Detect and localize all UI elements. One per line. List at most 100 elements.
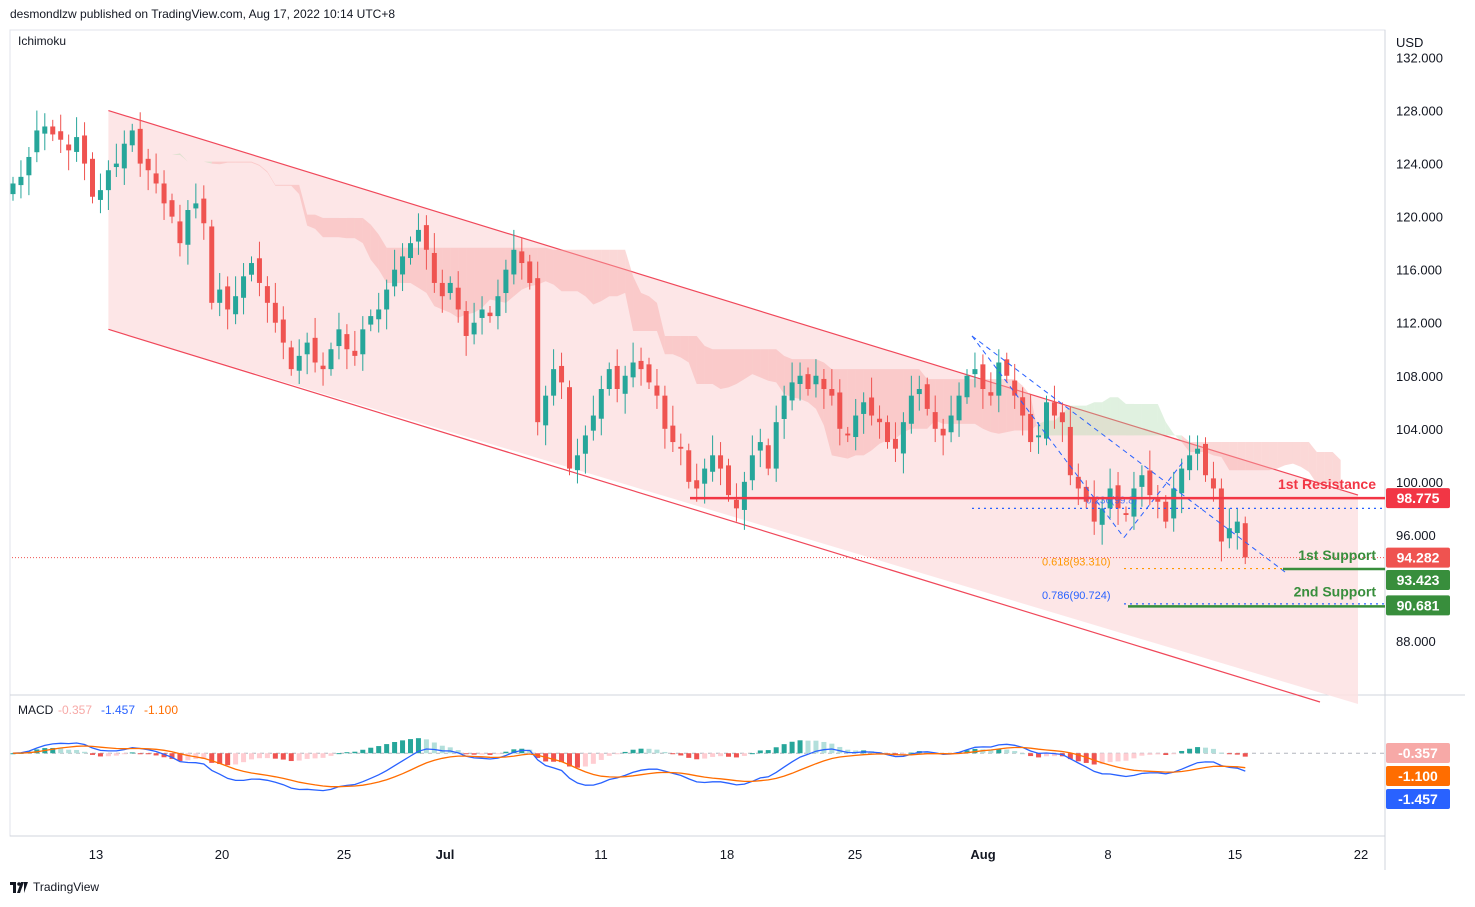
macd-histogram-bar — [376, 746, 382, 754]
ichimoku-cloud-segment — [712, 349, 721, 390]
currency-label: USD — [1396, 35, 1423, 50]
candle-body — [400, 256, 406, 275]
ichimoku-cloud-segment — [585, 249, 594, 305]
macd-histogram-bar — [415, 738, 421, 754]
candle-body — [74, 137, 80, 152]
macd-tag: -0.357 — [1398, 745, 1438, 761]
ichimoku-cloud-segment — [354, 217, 363, 244]
indicator-label[interactable]: Ichimoku — [18, 34, 66, 48]
macd-histogram-bar — [10, 753, 16, 755]
candle-body — [900, 422, 906, 454]
macd-histogram-bar — [384, 744, 390, 754]
macd-histogram-bar — [686, 753, 692, 758]
ichimoku-cloud-segment — [1094, 402, 1103, 436]
publisher-line: desmondlzw published on TradingView.com,… — [10, 7, 396, 21]
ichimoku-cloud-segment — [211, 161, 220, 165]
macd-tag-bg — [1386, 743, 1450, 763]
tradingview-logo-icon — [10, 881, 28, 893]
candle-body — [161, 183, 167, 204]
candle-body — [1044, 402, 1049, 439]
candle-body — [726, 465, 731, 496]
ichimoku-cloud-segment — [569, 249, 578, 292]
ichimoku-cloud-segment — [1237, 442, 1246, 471]
candle-body — [614, 365, 620, 390]
candle-body — [1012, 380, 1018, 396]
macd-histogram-bar — [400, 740, 406, 754]
macd-histogram-bar — [694, 753, 700, 760]
ichimoku-cloud-segment — [1316, 452, 1325, 484]
candle-body — [415, 229, 421, 242]
macd-histogram-bar — [439, 745, 445, 754]
ichimoku-cloud-segment — [672, 335, 681, 358]
ichimoku-cloud-segment — [943, 379, 952, 424]
macd-histogram-bar — [249, 753, 254, 760]
macd-title: MACD — [18, 703, 54, 717]
x-tick-label: 20 — [215, 847, 229, 862]
ichimoku-cloud-segment — [537, 247, 546, 285]
candle-body — [980, 364, 986, 390]
macd-histogram-bar — [1075, 753, 1081, 762]
macd-histogram-bar — [638, 748, 644, 754]
price-pane[interactable]: 0.618(93.310) 0.786(90.724) 0.236(99.8) 1st… — [10, 109, 1386, 704]
footer[interactable]: TradingView — [10, 880, 99, 894]
y-tick-label: 100.000 — [1396, 475, 1443, 490]
candle-body — [892, 438, 898, 449]
ichimoku-cloud-segment — [370, 224, 379, 270]
macd-histogram-bar — [169, 753, 175, 759]
ichimoku-cloud-segment — [744, 349, 753, 380]
ichimoku-cloud-segment — [1149, 403, 1158, 436]
candle-body — [82, 135, 88, 164]
ichimoku-cloud-segment — [728, 349, 737, 388]
ichimoku-cloud-segment — [466, 247, 475, 315]
candle-body — [702, 468, 708, 484]
candle-body — [58, 131, 64, 140]
candle-body — [487, 312, 493, 317]
macd-histogram-bar — [113, 753, 119, 756]
ichimoku-cloud-segment — [362, 217, 371, 260]
macd-histogram-bar — [1131, 753, 1137, 759]
candle-body — [1099, 508, 1105, 525]
footer-brand: TradingView — [33, 880, 100, 894]
macd-histogram-bar — [1187, 748, 1193, 754]
macd-histogram-bar — [741, 753, 747, 756]
candle-body — [1226, 528, 1232, 539]
candle-body — [1123, 513, 1129, 515]
candle-body — [861, 402, 867, 414]
macd-histogram-bar — [471, 753, 477, 755]
macd-histogram-bar — [1155, 753, 1161, 755]
x-tick-label: 11 — [594, 847, 608, 862]
ichimoku-cloud-segment — [331, 217, 339, 238]
x-tick-label: 25 — [848, 847, 862, 862]
macd-histogram-bar — [630, 749, 636, 754]
macd-histogram-bar — [66, 749, 72, 754]
candle-body — [829, 389, 835, 396]
x-tick-label: Aug — [970, 847, 995, 862]
candle-body — [105, 170, 111, 191]
candle-body — [193, 203, 199, 209]
macd-histogram-bar — [50, 747, 56, 754]
macd-histogram-bar — [209, 753, 215, 763]
y-tick-label: 96.000 — [1396, 528, 1436, 543]
candle-body — [304, 342, 310, 355]
ichimoku-cloud-segment — [871, 369, 880, 451]
candle-body — [940, 428, 946, 436]
macd-histogram-bar — [511, 749, 517, 754]
ichimoku-cloud-segment — [1324, 452, 1333, 484]
candle-body — [551, 369, 557, 396]
candle-body — [1075, 476, 1081, 489]
signal-line — [12, 745, 1246, 788]
macd-histogram-bar — [622, 751, 628, 754]
candle-body — [662, 395, 668, 429]
macd-histogram-bar — [614, 753, 620, 755]
candle-body — [1195, 448, 1201, 454]
macd-histogram-bar — [137, 753, 143, 755]
support-2-price-tag: 90.681 — [1397, 597, 1440, 613]
support-2-label: 2nd Support — [1294, 583, 1377, 599]
macd-histogram-bar — [567, 753, 572, 767]
candle-body — [90, 158, 95, 197]
macd-histogram-bar — [368, 747, 374, 754]
macd-pane[interactable]: MACD -0.357 -1.457 -1.100 — [10, 703, 1386, 792]
candle-body — [1020, 397, 1026, 416]
candle-body — [741, 481, 747, 510]
